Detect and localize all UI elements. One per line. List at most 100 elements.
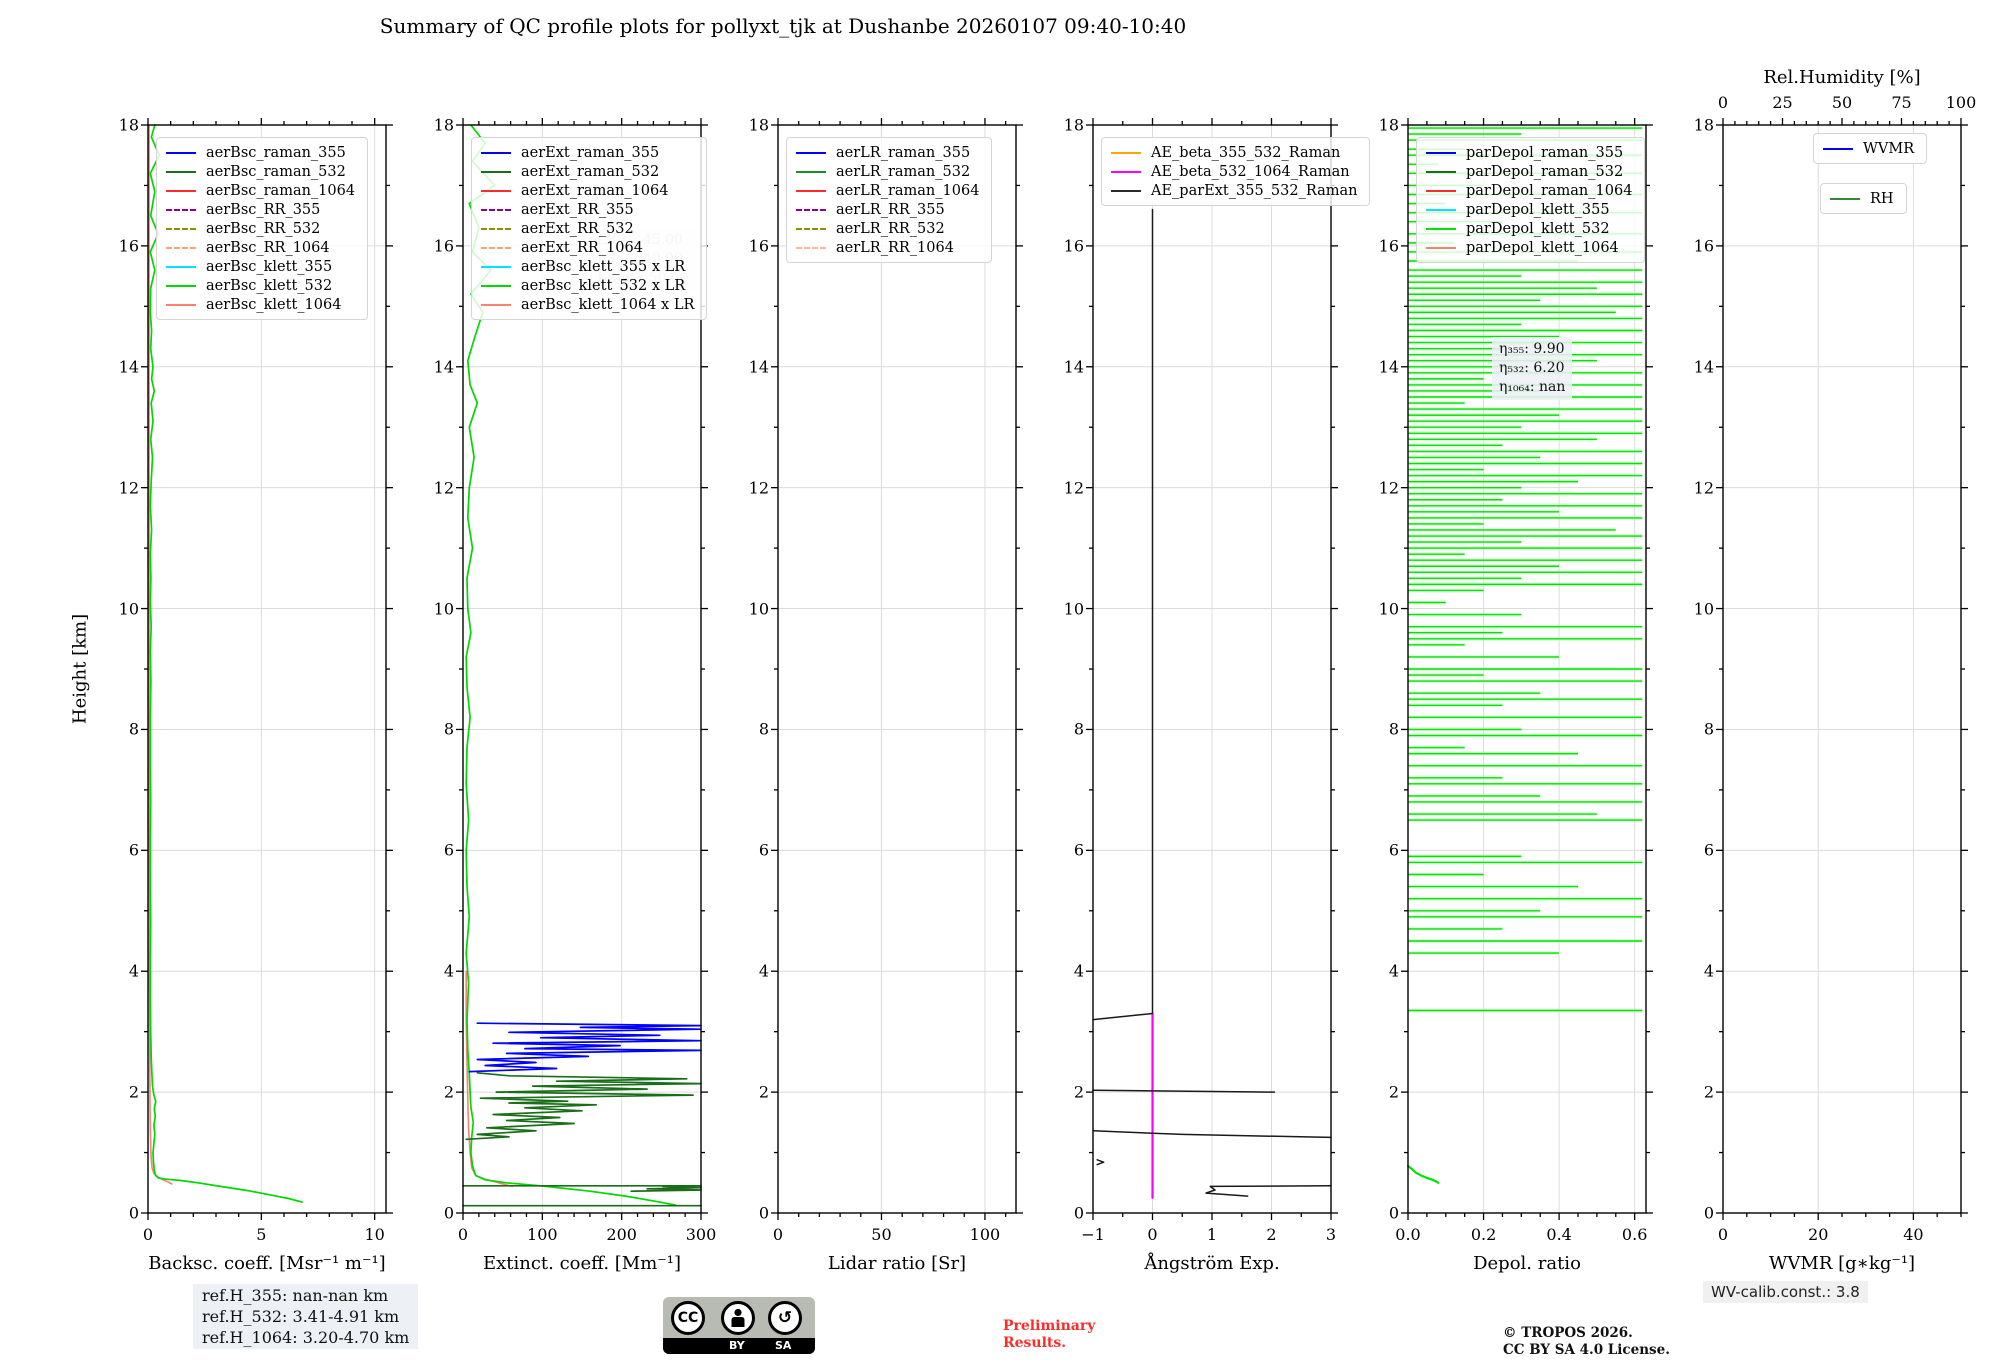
y-tick-label: 14 (1378, 357, 1399, 377)
legend-item: aerBsc_RR_355 (166, 200, 355, 219)
legend-label: aerBsc_klett_355 (206, 258, 333, 275)
legend-wvmr: WVMR (1813, 133, 1928, 164)
x-tick-label: 50 (871, 1225, 892, 1244)
preliminary-results-note: Preliminary Results. (1003, 1318, 1095, 1352)
y-tick-label: 8 (1073, 719, 1084, 739)
annotation-line: η₁₀₆₄: nan (1499, 379, 1566, 395)
x-tick-label: 2 (1266, 1225, 1277, 1244)
legend-label: aerBsc_klett_355 x LR (521, 258, 686, 275)
cc-icon-label: CC (677, 1310, 699, 1326)
x-tick-label: 300 (685, 1225, 717, 1244)
legend-item: aerBsc_klett_1064 (166, 295, 355, 314)
y-tick-label: 0 (1703, 1203, 1714, 1223)
y-tick-label: 18 (748, 115, 769, 135)
legend-label: WVMR (1863, 140, 1915, 157)
legend-item: aerExt_raman_532 (481, 162, 694, 181)
y-tick-label: 4 (1388, 961, 1399, 981)
y-tick-label: 6 (1703, 840, 1714, 860)
y-axis-label: Height [km] (69, 613, 91, 725)
legend-label: aerLR_raman_532 (836, 163, 971, 180)
legend-item: parDepol_klett_355 (1426, 200, 1632, 219)
legend-line-swatch (166, 151, 196, 154)
legend-line-swatch (481, 170, 511, 173)
y-tick-label: 8 (128, 719, 139, 739)
y-tick-label: 4 (1703, 961, 1714, 981)
y-tick-label: 16 (1063, 236, 1084, 256)
x-tick-label: 0.6 (1621, 1225, 1648, 1244)
x-tick-label: 0 (1717, 1225, 1729, 1244)
panel-depol: 0 2 4 6 8 10 12 14 16 18 0.0 0.2 0.4 0.6 Depol. ratio p… (1379, 116, 1653, 1274)
legend-line-swatch (166, 208, 196, 211)
x-tick-label: 1 (1206, 1225, 1218, 1244)
y-tick-label: 18 (1378, 115, 1399, 135)
legend-label: parDepol_klett_355 (1466, 201, 1610, 218)
legend-item: aerExt_RR_1064 (481, 238, 694, 257)
y-tick-label: 14 (1063, 357, 1084, 377)
y-tick-label: 10 (748, 599, 769, 619)
legend-item: aerLR_raman_532 (796, 162, 979, 181)
y-tick-label: 14 (433, 357, 454, 377)
cc-by-person-icon (721, 1301, 755, 1335)
legend-line-swatch (481, 303, 511, 306)
legend-wvmr-2: RH (1820, 183, 1907, 214)
y-tick-label: 16 (433, 236, 454, 256)
legend-item: parDepol_klett_532 (1426, 219, 1632, 238)
legend-item: aerExt_raman_1064 (481, 181, 694, 200)
legend-line-swatch (166, 227, 196, 230)
cc-badge-bar: BY SA (663, 1338, 815, 1354)
plot-area-angstroem (1086, 118, 1338, 1220)
legend-item: aerBsc_raman_1064 (166, 181, 355, 200)
legend-line-swatch (796, 208, 826, 211)
y-tick-label: 2 (1703, 1082, 1714, 1102)
x-tick-label: −1 (1081, 1225, 1105, 1244)
y-tick-label: 8 (1388, 719, 1399, 739)
preliminary-line2: Results. (1003, 1335, 1067, 1351)
legend-line-swatch (481, 227, 511, 230)
cc-sa-arrow-icon: ↺ (768, 1301, 802, 1335)
y-tick-label: 12 (433, 478, 454, 498)
reference-height-box: ref.H_355: nan-nan km ref.H_532: 3.41-4.… (193, 1284, 419, 1349)
wv-calib-const: WV-calib.const.: 3.8 (1703, 1281, 1868, 1303)
annotation-depol: η₃₅₅: 9.90 η₅₃₂: 6.20 η₁₀₆₄: nan (1492, 337, 1573, 400)
legend-label: aerLR_RR_532 (836, 220, 945, 237)
y-tick-label: 2 (1388, 1082, 1399, 1102)
legend-line-swatch (1830, 197, 1860, 200)
annotation-line: η₅₃₂: 6.20 (1499, 360, 1565, 376)
y-tick-label: 6 (1073, 840, 1084, 860)
y-tick-label: 4 (1073, 961, 1084, 981)
tropos-line1: © TROPOS 2026. (1503, 1325, 1633, 1341)
legend-item: parDepol_raman_1064 (1426, 181, 1632, 200)
legend-label: parDepol_klett_532 (1466, 220, 1610, 237)
y-tick-label: 4 (758, 961, 769, 981)
y-tick-label: 0 (128, 1203, 139, 1223)
y-tick-label: 10 (1063, 599, 1084, 619)
legend-lidar-ratio: aerLR_raman_355 aerLR_raman_532 aerLR_rama… (786, 137, 993, 263)
preliminary-line1: Preliminary (1003, 1318, 1096, 1334)
legend-label: aerLR_raman_1064 (836, 182, 980, 199)
legend-label: aerBsc_raman_532 (206, 163, 346, 180)
ref-h-355: ref.H_355: nan-nan km (202, 1286, 389, 1305)
legend-backsc: aerBsc_raman_355 aerBsc_raman_532 aerBsc_r… (156, 137, 369, 320)
legend-label: aerBsc_klett_1064 x LR (521, 296, 695, 313)
legend-line-swatch (796, 246, 826, 249)
legend-label: aerExt_RR_355 (521, 201, 634, 218)
legend-item: aerBsc_RR_532 (166, 219, 355, 238)
y-tick-label: 10 (1378, 599, 1399, 619)
y-tick-label: 6 (443, 840, 454, 860)
legend-label: aerExt_RR_1064 (521, 239, 643, 256)
top-tick-label: 100 (1945, 93, 1977, 112)
legend-item: aerBsc_klett_355 x LR (481, 257, 694, 276)
legend-item: aerBsc_klett_355 (166, 257, 355, 276)
legend-item: aerBsc_RR_1064 (166, 238, 355, 257)
legend-label: aerBsc_RR_355 (206, 201, 321, 218)
legend-line-swatch (481, 246, 511, 249)
legend-item: aerLR_RR_1064 (796, 238, 979, 257)
y-tick-label: 14 (118, 357, 139, 377)
legend-line-swatch (1823, 147, 1853, 150)
legend-line-swatch (1111, 151, 1141, 154)
ref-h-1064: ref.H_1064: 3.20-4.70 km (202, 1328, 410, 1347)
y-tick-label: 8 (1703, 719, 1714, 739)
x-tick-label: 0.2 (1470, 1225, 1497, 1244)
legend-line-swatch (796, 189, 826, 192)
y-tick-label: 16 (118, 236, 139, 256)
